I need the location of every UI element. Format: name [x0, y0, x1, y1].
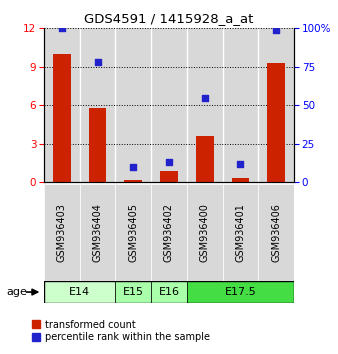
FancyBboxPatch shape	[44, 184, 80, 281]
FancyBboxPatch shape	[80, 184, 115, 281]
FancyBboxPatch shape	[187, 184, 223, 281]
Point	[130, 164, 136, 170]
Point	[166, 159, 172, 165]
Bar	[187, 28, 223, 182]
Bar	[160, 171, 178, 182]
FancyBboxPatch shape	[151, 184, 187, 281]
FancyBboxPatch shape	[115, 281, 151, 303]
Bar	[267, 63, 285, 182]
Text: GSM936403: GSM936403	[57, 203, 67, 262]
FancyBboxPatch shape	[151, 281, 187, 303]
Text: E14: E14	[69, 287, 90, 297]
FancyBboxPatch shape	[44, 281, 115, 303]
FancyBboxPatch shape	[223, 184, 258, 281]
FancyBboxPatch shape	[258, 184, 294, 281]
Text: GSM936402: GSM936402	[164, 203, 174, 262]
Bar	[53, 54, 71, 182]
Bar	[89, 108, 106, 182]
Bar	[115, 28, 151, 182]
Bar	[232, 178, 249, 182]
FancyBboxPatch shape	[115, 184, 151, 281]
Bar	[80, 28, 115, 182]
Bar	[196, 136, 214, 182]
Bar	[223, 28, 258, 182]
FancyBboxPatch shape	[187, 281, 294, 303]
Point	[273, 27, 279, 33]
Text: GSM936406: GSM936406	[271, 203, 281, 262]
Point	[59, 25, 65, 31]
Point	[202, 95, 208, 101]
Bar	[44, 28, 80, 182]
Text: age: age	[7, 287, 28, 297]
Point	[238, 161, 243, 167]
Bar	[151, 28, 187, 182]
Text: E16: E16	[159, 287, 179, 297]
Bar	[124, 181, 142, 182]
Text: GSM936405: GSM936405	[128, 203, 138, 262]
Bar	[258, 28, 294, 182]
Point	[95, 59, 100, 65]
Text: GSM936401: GSM936401	[236, 203, 245, 262]
Text: GSM936404: GSM936404	[93, 203, 102, 262]
Text: E15: E15	[123, 287, 144, 297]
Legend: transformed count, percentile rank within the sample: transformed count, percentile rank withi…	[32, 320, 210, 342]
Text: E17.5: E17.5	[224, 287, 256, 297]
Text: GDS4591 / 1415928_a_at: GDS4591 / 1415928_a_at	[84, 12, 254, 25]
Text: GSM936400: GSM936400	[200, 203, 210, 262]
